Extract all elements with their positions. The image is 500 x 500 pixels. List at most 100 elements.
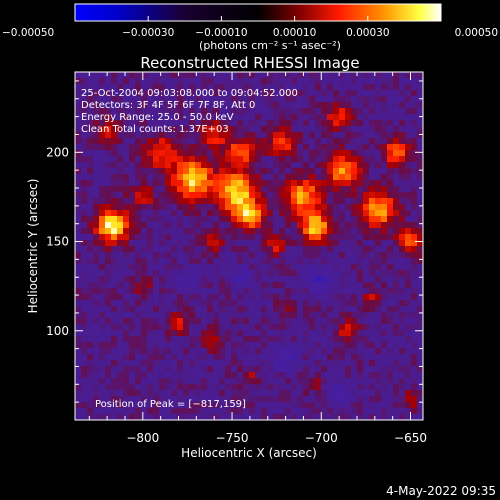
heatmap-cell	[87, 300, 94, 307]
heatmap-cell	[255, 192, 262, 199]
heatmap-cell	[345, 342, 352, 349]
heatmap-cell	[303, 378, 310, 385]
heatmap-cell	[369, 102, 376, 109]
heatmap-cell	[303, 108, 310, 115]
heatmap-cell	[225, 186, 232, 193]
heatmap-cell	[129, 288, 136, 295]
heatmap-cell	[321, 240, 328, 247]
heatmap-cell	[159, 72, 166, 79]
heatmap-cell	[333, 414, 340, 420]
heatmap-cell	[375, 234, 382, 241]
heatmap-cell	[261, 120, 268, 127]
heatmap-cell	[171, 228, 178, 235]
heatmap-cell	[363, 318, 370, 325]
heatmap-cell	[285, 336, 292, 343]
heatmap-cell	[261, 78, 268, 85]
heatmap-cell	[387, 102, 394, 109]
heatmap-cell	[261, 258, 268, 265]
heatmap-cell	[117, 120, 124, 127]
heatmap-cell	[243, 240, 250, 247]
heatmap-cell	[375, 138, 382, 145]
heatmap-cell	[315, 174, 322, 181]
heatmap-cell	[357, 366, 364, 373]
heatmap-cell	[345, 114, 352, 121]
heatmap-cell	[195, 390, 202, 397]
heatmap-cell	[405, 354, 412, 361]
heatmap-cell	[303, 408, 310, 415]
heatmap-cell	[297, 390, 304, 397]
heatmap-cell	[159, 408, 166, 415]
heatmap-cell	[381, 366, 388, 373]
heatmap-cell	[417, 396, 423, 403]
heatmap-cell	[147, 198, 154, 205]
heatmap-cell	[177, 246, 184, 253]
heatmap-cell	[369, 414, 376, 420]
heatmap-cell	[105, 180, 112, 187]
heatmap-cell	[297, 156, 304, 163]
heatmap-cell	[339, 234, 346, 241]
heatmap-cell	[237, 240, 244, 247]
heatmap-cell	[195, 354, 202, 361]
heatmap-cell	[165, 354, 172, 361]
heatmap-cell	[195, 108, 202, 115]
heatmap-cell	[291, 96, 298, 103]
heatmap-cell	[309, 84, 316, 91]
heatmap-cell	[117, 390, 124, 397]
heatmap-cell	[399, 294, 406, 301]
heatmap-cell	[333, 132, 340, 139]
heatmap-cell	[381, 78, 388, 85]
heatmap-cell	[93, 168, 100, 175]
heatmap-cell	[285, 102, 292, 109]
heatmap-cell	[279, 276, 286, 283]
heatmap-cell	[201, 396, 208, 403]
heatmap-cell	[285, 342, 292, 349]
heatmap-cell	[399, 234, 406, 241]
heatmap-cell	[285, 180, 292, 187]
heatmap-cell	[129, 270, 136, 277]
heatmap-cell	[153, 144, 160, 151]
heatmap-cell	[93, 204, 100, 211]
heatmap-cell	[291, 402, 298, 409]
heatmap-cell	[351, 270, 358, 277]
heatmap-cell	[189, 396, 196, 403]
heatmap-cell	[201, 222, 208, 229]
heatmap-cell	[153, 90, 160, 97]
heatmap-cell	[99, 72, 106, 79]
heatmap-cell	[105, 168, 112, 175]
heatmap-cell	[129, 96, 136, 103]
heatmap-cell	[393, 174, 400, 181]
heatmap-cell	[225, 90, 232, 97]
heatmap-cell	[417, 180, 423, 187]
heatmap-cell	[111, 222, 118, 229]
heatmap-cell	[351, 198, 358, 205]
heatmap-cell	[111, 324, 118, 331]
heatmap-cell	[393, 228, 400, 235]
heatmap-cell	[93, 390, 100, 397]
heatmap-cell	[129, 180, 136, 187]
heatmap-cell	[195, 228, 202, 235]
heatmap-cell	[273, 192, 280, 199]
heatmap-cell	[255, 168, 262, 175]
heatmap-cell	[375, 372, 382, 379]
heatmap-cell	[111, 366, 118, 373]
heatmap-cell	[81, 192, 88, 199]
heatmap-cell	[207, 300, 214, 307]
heatmap-cell	[135, 414, 142, 420]
heatmap-cell	[411, 210, 418, 217]
heatmap-cell	[99, 300, 106, 307]
heatmap-cell	[345, 270, 352, 277]
heatmap-cell	[291, 138, 298, 145]
heatmap-cell	[141, 378, 148, 385]
heatmap-cell	[111, 216, 118, 223]
heatmap-cell	[327, 102, 334, 109]
heatmap-cell	[183, 132, 190, 139]
heatmap-cell	[237, 330, 244, 337]
heatmap-cell	[123, 354, 130, 361]
heatmap-cell	[165, 228, 172, 235]
heatmap-cell	[153, 318, 160, 325]
heatmap-cell	[105, 138, 112, 145]
heatmap-cell	[165, 156, 172, 163]
heatmap-cell	[141, 192, 148, 199]
heatmap-cell	[357, 240, 364, 247]
heatmap-cell	[321, 402, 328, 409]
